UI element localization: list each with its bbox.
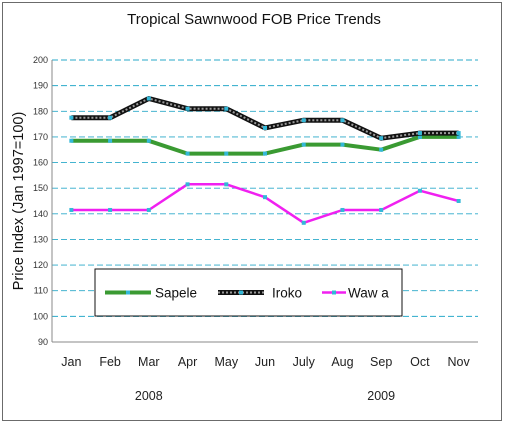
data-point-wawa bbox=[379, 207, 384, 212]
plot-area: 90 100 110 120 130 140 150 160 170 180 190 200 Jan Fe… bbox=[33, 55, 478, 403]
data-point-wawa bbox=[340, 207, 345, 212]
data-point-sapele bbox=[301, 142, 306, 147]
x-tick-label: Sep bbox=[370, 355, 392, 369]
data-point-sapele bbox=[417, 134, 422, 139]
y-tick-label: 110 bbox=[34, 286, 48, 296]
data-point-wawa bbox=[263, 195, 267, 200]
data-point-wawa bbox=[185, 182, 190, 187]
y-axis-label: Price Index (Jan 1997=100) bbox=[11, 112, 27, 291]
x-tick-label: Oct bbox=[410, 355, 430, 369]
data-point-iroko bbox=[456, 131, 461, 136]
data-point-sapele bbox=[340, 142, 345, 147]
x-tick-label: Jun bbox=[255, 355, 275, 369]
data-point-sapele bbox=[108, 138, 113, 143]
data-point-wawa bbox=[417, 188, 422, 193]
x-tick-label: May bbox=[214, 355, 238, 369]
data-point-iroko bbox=[417, 131, 422, 136]
data-point-sapele bbox=[263, 151, 267, 156]
data-point-iroko bbox=[301, 118, 306, 123]
y-tick-label: 180 bbox=[33, 106, 48, 116]
data-point-wawa bbox=[108, 207, 113, 212]
year-label: 2009 bbox=[367, 389, 395, 403]
chart-title: Tropical Sawnwood FOB Price Trends bbox=[127, 11, 381, 28]
series-line-iroko-base bbox=[71, 96, 459, 141]
legend-marker-wawa bbox=[332, 290, 336, 295]
y-tick-label: 130 bbox=[33, 234, 48, 244]
series-line-wawa bbox=[71, 183, 459, 225]
x-tick-label: Apr bbox=[178, 355, 197, 369]
series-line-iroko bbox=[71, 97, 459, 140]
y-tick-label: 160 bbox=[33, 158, 48, 168]
y-tick-label: 90 bbox=[38, 337, 48, 347]
data-point-sapele bbox=[456, 134, 461, 139]
data-point-wawa bbox=[146, 207, 151, 212]
series-line-sapele bbox=[71, 134, 459, 156]
data-point-iroko bbox=[69, 115, 74, 120]
data-point-wawa bbox=[224, 182, 229, 187]
y-tick-label: 120 bbox=[33, 260, 48, 270]
data-point-wawa bbox=[456, 199, 461, 203]
y-tick-label: 200 bbox=[33, 55, 48, 65]
data-point-sapele bbox=[146, 138, 151, 143]
data-point-wawa bbox=[69, 207, 74, 212]
data-point-wawa bbox=[301, 220, 306, 225]
data-point-sapele bbox=[379, 147, 384, 152]
y-tick-label: 170 bbox=[33, 132, 48, 142]
data-point-iroko bbox=[185, 106, 190, 111]
data-point-sapele bbox=[69, 138, 74, 143]
x-tick-label: Nov bbox=[448, 355, 471, 369]
legend-label-iroko: Iroko bbox=[272, 286, 302, 301]
data-point-iroko bbox=[379, 136, 384, 141]
legend-marker-iroko bbox=[239, 290, 243, 295]
x-tick-label: Aug bbox=[331, 355, 353, 369]
x-tick-label: Jan bbox=[61, 355, 81, 369]
data-point-iroko bbox=[224, 106, 229, 111]
data-point-iroko bbox=[263, 125, 267, 130]
legend-label-wawa: Waw a bbox=[348, 286, 389, 301]
y-tick-label: 140 bbox=[33, 209, 48, 219]
legend-marker-sapele bbox=[126, 290, 130, 295]
y-tick-label: 150 bbox=[33, 183, 48, 193]
chart-frame bbox=[2, 2, 502, 421]
x-tick-label: Mar bbox=[138, 355, 160, 369]
legend-label-sapele: Sapele bbox=[155, 286, 197, 301]
data-point-iroko bbox=[146, 96, 151, 101]
data-point-iroko bbox=[108, 115, 113, 120]
x-tick-label: Feb bbox=[99, 355, 121, 369]
data-point-sapele bbox=[185, 151, 190, 156]
data-point-sapele bbox=[224, 151, 229, 156]
legend: Sapele Iroko Waw a bbox=[94, 268, 403, 317]
y-tick-label: 190 bbox=[33, 81, 48, 91]
data-point-iroko bbox=[340, 118, 345, 123]
x-tick-label: July bbox=[293, 355, 316, 369]
year-label: 2008 bbox=[135, 389, 163, 403]
y-tick-label: 100 bbox=[33, 311, 48, 321]
